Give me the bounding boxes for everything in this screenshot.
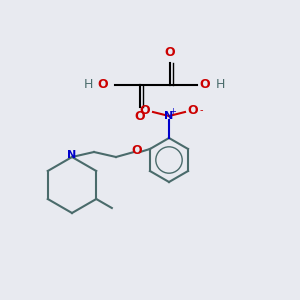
Text: O: O	[132, 143, 142, 157]
Text: O: O	[200, 79, 210, 92]
Text: N: N	[68, 150, 76, 160]
Text: O: O	[165, 46, 175, 59]
Text: H: H	[215, 79, 225, 92]
Text: O: O	[98, 79, 108, 92]
Text: H: H	[83, 79, 93, 92]
Text: +: +	[169, 106, 176, 116]
Text: O: O	[188, 103, 198, 116]
Text: -: -	[199, 105, 203, 115]
Text: O: O	[140, 103, 150, 116]
Text: N: N	[164, 111, 174, 121]
Text: O: O	[135, 110, 145, 124]
